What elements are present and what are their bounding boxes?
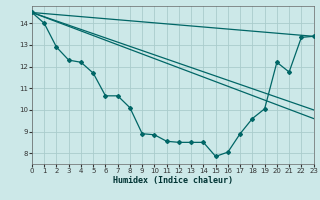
X-axis label: Humidex (Indice chaleur): Humidex (Indice chaleur) xyxy=(113,176,233,185)
